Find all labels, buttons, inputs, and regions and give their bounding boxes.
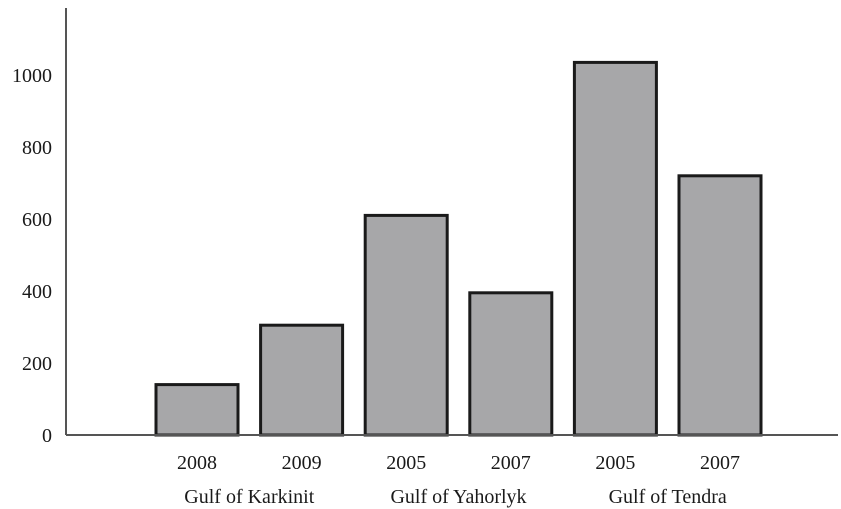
bar [468, 291, 554, 437]
y-axis-tick-labels: 0 200 400 600 800 1000 [12, 65, 52, 447]
bars [154, 60, 763, 437]
y-tick-label: 1000 [12, 65, 52, 87]
x-tick-label: 2005 [386, 452, 426, 474]
x-axis-tick-labels: 2008 2009 2005 2007 2005 2007 [177, 452, 740, 474]
y-tick-label: 200 [22, 353, 52, 375]
x-tick-label: 2007 [491, 452, 531, 474]
bar [259, 323, 345, 437]
x-tick-label: 2005 [595, 452, 635, 474]
group-label: Gulf of Tendra [609, 486, 727, 508]
group-labels: Gulf of Karkinit Gulf of Yahorlyk Gulf of … [184, 486, 727, 508]
y-tick-label: 800 [22, 137, 52, 159]
bar [572, 60, 658, 437]
x-tick-label: 2009 [282, 452, 322, 474]
x-tick-label: 2007 [700, 452, 740, 474]
y-tick-label: 400 [22, 281, 52, 303]
bar [363, 213, 449, 437]
y-tick-label: 600 [22, 209, 52, 231]
group-label: Gulf of Yahorlyk [390, 486, 526, 508]
x-tick-label: 2008 [177, 452, 217, 474]
bar [154, 383, 240, 437]
bar [677, 174, 763, 437]
y-tick-label: 0 [42, 425, 52, 447]
group-label: Gulf of Karkinit [184, 486, 314, 508]
